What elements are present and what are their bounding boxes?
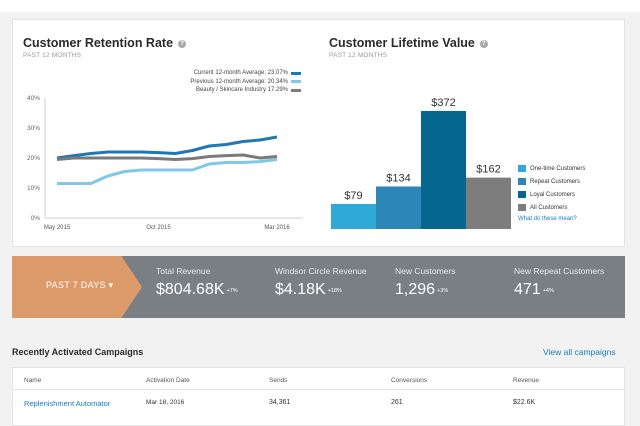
retention-title: Customer Retention Rate? [23,36,187,50]
help-icon[interactable]: ? [178,40,187,48]
ltv-bar-chart: $79 $134 $372 $162 [331,97,511,229]
legend-item: Previous 12-month Average: 20.34% [183,78,301,87]
column-header[interactable]: Name [24,377,42,384]
bar [331,203,376,229]
x-tick-label: Oct 2015 [146,225,171,231]
bar-value-label: $372 [431,97,455,109]
stat-total-revenue: Total Revenue $804.68K +7% [156,266,238,298]
legend-item: One-time Customers [518,162,585,175]
campaign-sends: 34,361 [269,399,291,406]
legend-item: Loyal Customers [518,188,585,201]
ltv-legend: One-time Customers Repeat Customers Loya… [518,162,585,222]
retention-line-chart: 40% 30% 20% 10% 0%May 2015 Oct 2015 Mar 2016 [27,95,303,231]
bar [421,111,466,229]
legend-item: All Customers [518,201,585,214]
divider [13,389,626,390]
what-do-these-mean-link[interactable]: What do these mean? [518,216,577,222]
column-header[interactable]: Revenue [513,377,540,384]
ltv-subtitle: PAST 12 MONTHS [329,52,388,59]
campaigns-table: Name Activation Date Sends Conversions R… [12,367,626,426]
help-icon[interactable]: ? [479,40,488,48]
legend-item: Repeat Customers [518,175,585,188]
series-line [56,135,278,160]
campaign-name-link[interactable]: Replenishment Automator [24,399,111,408]
stats-bar: PAST 7 DAYS ▾ Total Revenue $804.68K +7% … [12,256,625,318]
y-tick-label: 0% [31,215,41,222]
stat-new-repeat-customers: New Repeat Customers 471 +4% [514,266,605,298]
bar [466,177,511,229]
ltv-title: Customer Lifetime Value? [329,36,488,50]
legend-item: Beauty / Skincare Industry 17.29% [183,86,301,95]
bar [376,186,421,229]
x-tick-label: Mar 2016 [264,225,290,231]
caret-down-icon: ▾ [108,280,114,290]
campaign-revenue: $22.6K [513,399,536,406]
stat-windsor-revenue: Windsor Circle Revenue $4.18K +18% [275,266,367,298]
legend-item: Current 12-month Average: 23.07% [183,69,301,78]
column-header[interactable]: Sends [269,377,288,384]
bar-value-label: $79 [344,190,362,202]
y-tick-label: 10% [27,185,40,192]
series-line [56,153,278,161]
retention-legend: Current 12-month Average: 23.07% Previou… [183,69,301,95]
campaign-conversions: 261 [391,399,403,406]
bar-value-label: $162 [476,164,500,176]
campaign-date: Mar 18, 2016 [146,399,185,406]
stat-new-customers: New Customers 1,296 +3% [395,266,456,298]
view-all-campaigns-link[interactable]: View all campaigns [543,347,616,357]
y-tick-label: 20% [27,155,40,162]
top-strip [0,0,640,12]
period-selector[interactable] [12,256,156,318]
campaigns-title: Recently Activated Campaigns [12,347,144,357]
x-tick-label: May 2015 [44,225,71,231]
series-line [57,158,278,185]
y-tick-label: 40% [27,95,40,102]
bar-value-label: $134 [386,172,410,184]
column-header[interactable]: Conversions [391,377,428,384]
period-dropdown[interactable]: PAST 7 DAYS ▾ [46,280,114,290]
charts-card: Customer Retention Rate? PAST 12 MONTHS … [12,19,625,247]
y-tick-label: 30% [27,125,40,132]
retention-subtitle: PAST 12 MONTHS [23,52,82,59]
column-header[interactable]: Activation Date [146,377,190,384]
